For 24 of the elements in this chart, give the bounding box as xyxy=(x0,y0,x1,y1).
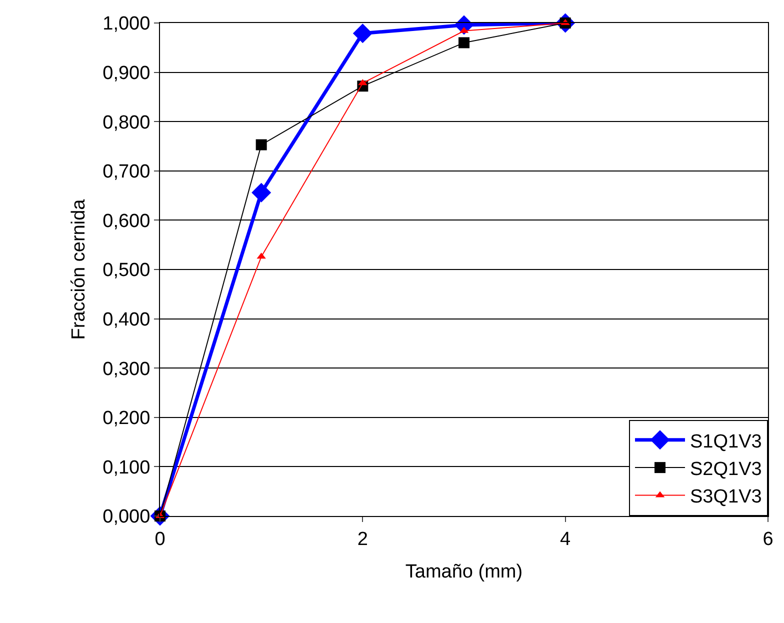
legend-label: S1Q1V3 xyxy=(690,431,762,452)
x-tick-label: 0 xyxy=(154,528,166,550)
legend-label: S3Q1V3 xyxy=(690,486,762,508)
point xyxy=(252,182,272,202)
y-tick-label: 0,000 xyxy=(102,506,150,528)
x-tick-label: 4 xyxy=(560,528,572,550)
point xyxy=(352,24,372,44)
y-tick-label: 0,400 xyxy=(102,309,150,330)
x-tick-label: 2 xyxy=(357,528,368,550)
y-tick-label: 1,000 xyxy=(102,14,150,35)
x-tick-label: 6 xyxy=(762,528,774,550)
point xyxy=(458,37,470,48)
y-tick-label: 0,300 xyxy=(102,358,150,380)
legend-label: S2Q1V3 xyxy=(690,458,762,480)
y-tick-label: 0,900 xyxy=(102,62,150,84)
y-tick-label: 0,500 xyxy=(102,260,150,282)
y-tick-label: 0,200 xyxy=(102,408,150,430)
point xyxy=(256,139,267,150)
y-tick-label: 0,800 xyxy=(102,112,150,134)
x-axis-title: Tamaño (mm) xyxy=(405,562,523,583)
y-axis-title: Fracción cernida xyxy=(68,198,90,340)
y-tick-label: 0,700 xyxy=(102,162,150,183)
y-tick-label: 0,100 xyxy=(102,457,150,478)
y-tick-label: 0,600 xyxy=(102,210,150,232)
